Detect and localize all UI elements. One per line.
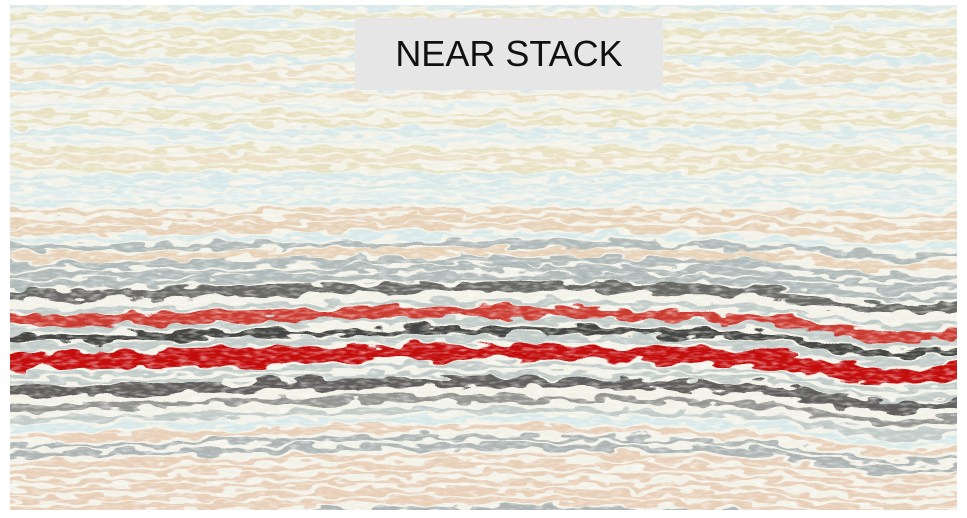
section-label: NEAR STACK (355, 18, 663, 90)
